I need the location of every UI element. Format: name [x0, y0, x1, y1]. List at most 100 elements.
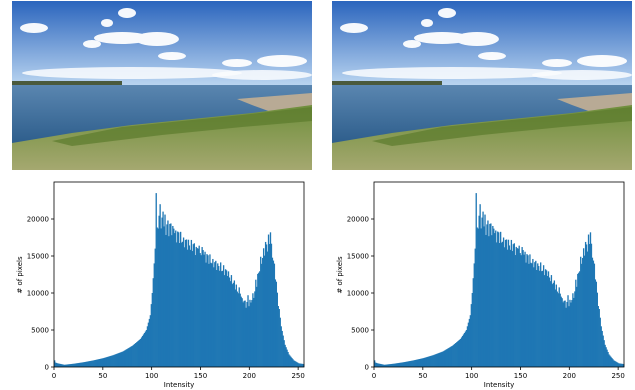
- histogram-bar: [549, 281, 552, 367]
- histogram-bar: [258, 272, 260, 367]
- histogram-bar: [71, 363, 73, 367]
- histogram-bar: [458, 339, 461, 367]
- histogram-bar: [374, 362, 377, 367]
- histogram-bar: [466, 326, 469, 367]
- histogram-bar: [188, 245, 191, 367]
- histogram-bar: [561, 298, 563, 367]
- histogram-bar: [60, 364, 63, 367]
- histogram-bar: [223, 275, 226, 367]
- histogram-bar: [134, 343, 136, 368]
- histogram-bar: [201, 247, 203, 367]
- histogram-bar: [212, 258, 214, 367]
- histogram-bar: [235, 284, 237, 367]
- histogram-bar: [189, 249, 192, 367]
- histogram-bar: [473, 263, 475, 367]
- histogram-bar: [472, 278, 474, 367]
- histogram-bar: [567, 295, 569, 367]
- histogram-bar: [247, 295, 249, 367]
- histogram-bar: [539, 270, 541, 367]
- histogram-bar: [123, 350, 125, 367]
- histogram-bar: [165, 234, 167, 367]
- histogram-bar: [399, 362, 401, 367]
- histogram-bar: [429, 356, 431, 367]
- histogram-bar: [64, 364, 67, 367]
- histogram-bar: [255, 279, 257, 367]
- histogram-bar: [180, 242, 183, 367]
- histogram-bar: [519, 253, 521, 367]
- histogram-bar: [226, 275, 229, 367]
- histogram-bar: [532, 258, 534, 367]
- histogram-bar: [612, 359, 614, 367]
- histogram-bar: [405, 361, 407, 367]
- histogram-bar: [620, 363, 622, 367]
- y-tick-label: 15000: [347, 253, 369, 261]
- grass-dark: [372, 107, 632, 146]
- histogram-bar: [155, 193, 157, 367]
- histogram-bar: [69, 364, 71, 367]
- histogram-bar: [211, 263, 213, 367]
- histogram-bar: [238, 287, 240, 367]
- histogram-bar: [600, 326, 602, 367]
- histogram-bar: [302, 363, 304, 367]
- histogram-bar: [186, 249, 189, 367]
- histogram-bar: [91, 360, 93, 367]
- histogram-bar: [262, 257, 264, 367]
- clouds: [20, 8, 312, 80]
- histogram-bar: [59, 363, 62, 367]
- histogram-bar: [119, 352, 121, 367]
- histogram-bar: [572, 293, 574, 367]
- histogram-bar: [535, 260, 537, 367]
- histogram-bar: [434, 354, 436, 367]
- histogram-bar: [552, 282, 555, 367]
- histogram-bar: [433, 354, 435, 367]
- histogram-bar: [185, 239, 188, 367]
- histogram-bar: [437, 353, 439, 367]
- histogram-bar: [298, 363, 300, 367]
- histogram-bar: [464, 331, 467, 367]
- x-tick-label: 250: [611, 372, 624, 380]
- histogram-bar: [542, 265, 545, 367]
- histogram-bar: [220, 271, 223, 367]
- histogram-bar: [511, 251, 514, 367]
- histogram-bar: [146, 326, 149, 367]
- histogram-bar: [112, 355, 114, 367]
- histogram-bar: [301, 363, 303, 367]
- histogram-bar: [244, 300, 246, 367]
- histogram-bar: [217, 263, 219, 367]
- histogram-bar: [152, 278, 154, 367]
- histogram-bar: [607, 352, 609, 367]
- histogram-bar: [246, 301, 248, 367]
- histogram-bar: [401, 362, 403, 367]
- histogram-bar: [278, 309, 280, 367]
- clouds: [340, 8, 632, 80]
- histogram-bar: [196, 248, 198, 367]
- histogram-bar: [270, 243, 273, 367]
- histogram-bar: [87, 361, 89, 367]
- histogram-bar: [412, 360, 414, 367]
- histogram-bar: [396, 363, 398, 367]
- histogram-bar: [570, 302, 572, 367]
- histogram-bar: [135, 343, 137, 367]
- histogram-bar: [402, 362, 404, 367]
- histogram-bar: [292, 359, 294, 367]
- y-tick-label: 10000: [27, 290, 49, 298]
- histogram-bar: [166, 224, 168, 367]
- histogram-bar: [162, 211, 164, 367]
- histogram-bar: [608, 354, 610, 367]
- histogram-bar: [397, 363, 399, 367]
- histogram-bar: [264, 241, 267, 367]
- histogram-bar: [510, 239, 513, 367]
- histogram-bar: [114, 354, 116, 367]
- histogram-bar: [169, 223, 171, 367]
- histogram-bar: [70, 364, 72, 367]
- histogram-bar: [377, 363, 380, 367]
- x-tick-label: 100: [145, 372, 158, 380]
- histogram-bar: [430, 355, 432, 367]
- histogram-bar: [122, 351, 124, 367]
- histogram-bar: [506, 249, 509, 367]
- histogram-bar: [143, 332, 146, 367]
- histogram-bar: [216, 270, 218, 367]
- y-tick-label: 5000: [351, 327, 369, 335]
- histogram-bar: [287, 352, 289, 367]
